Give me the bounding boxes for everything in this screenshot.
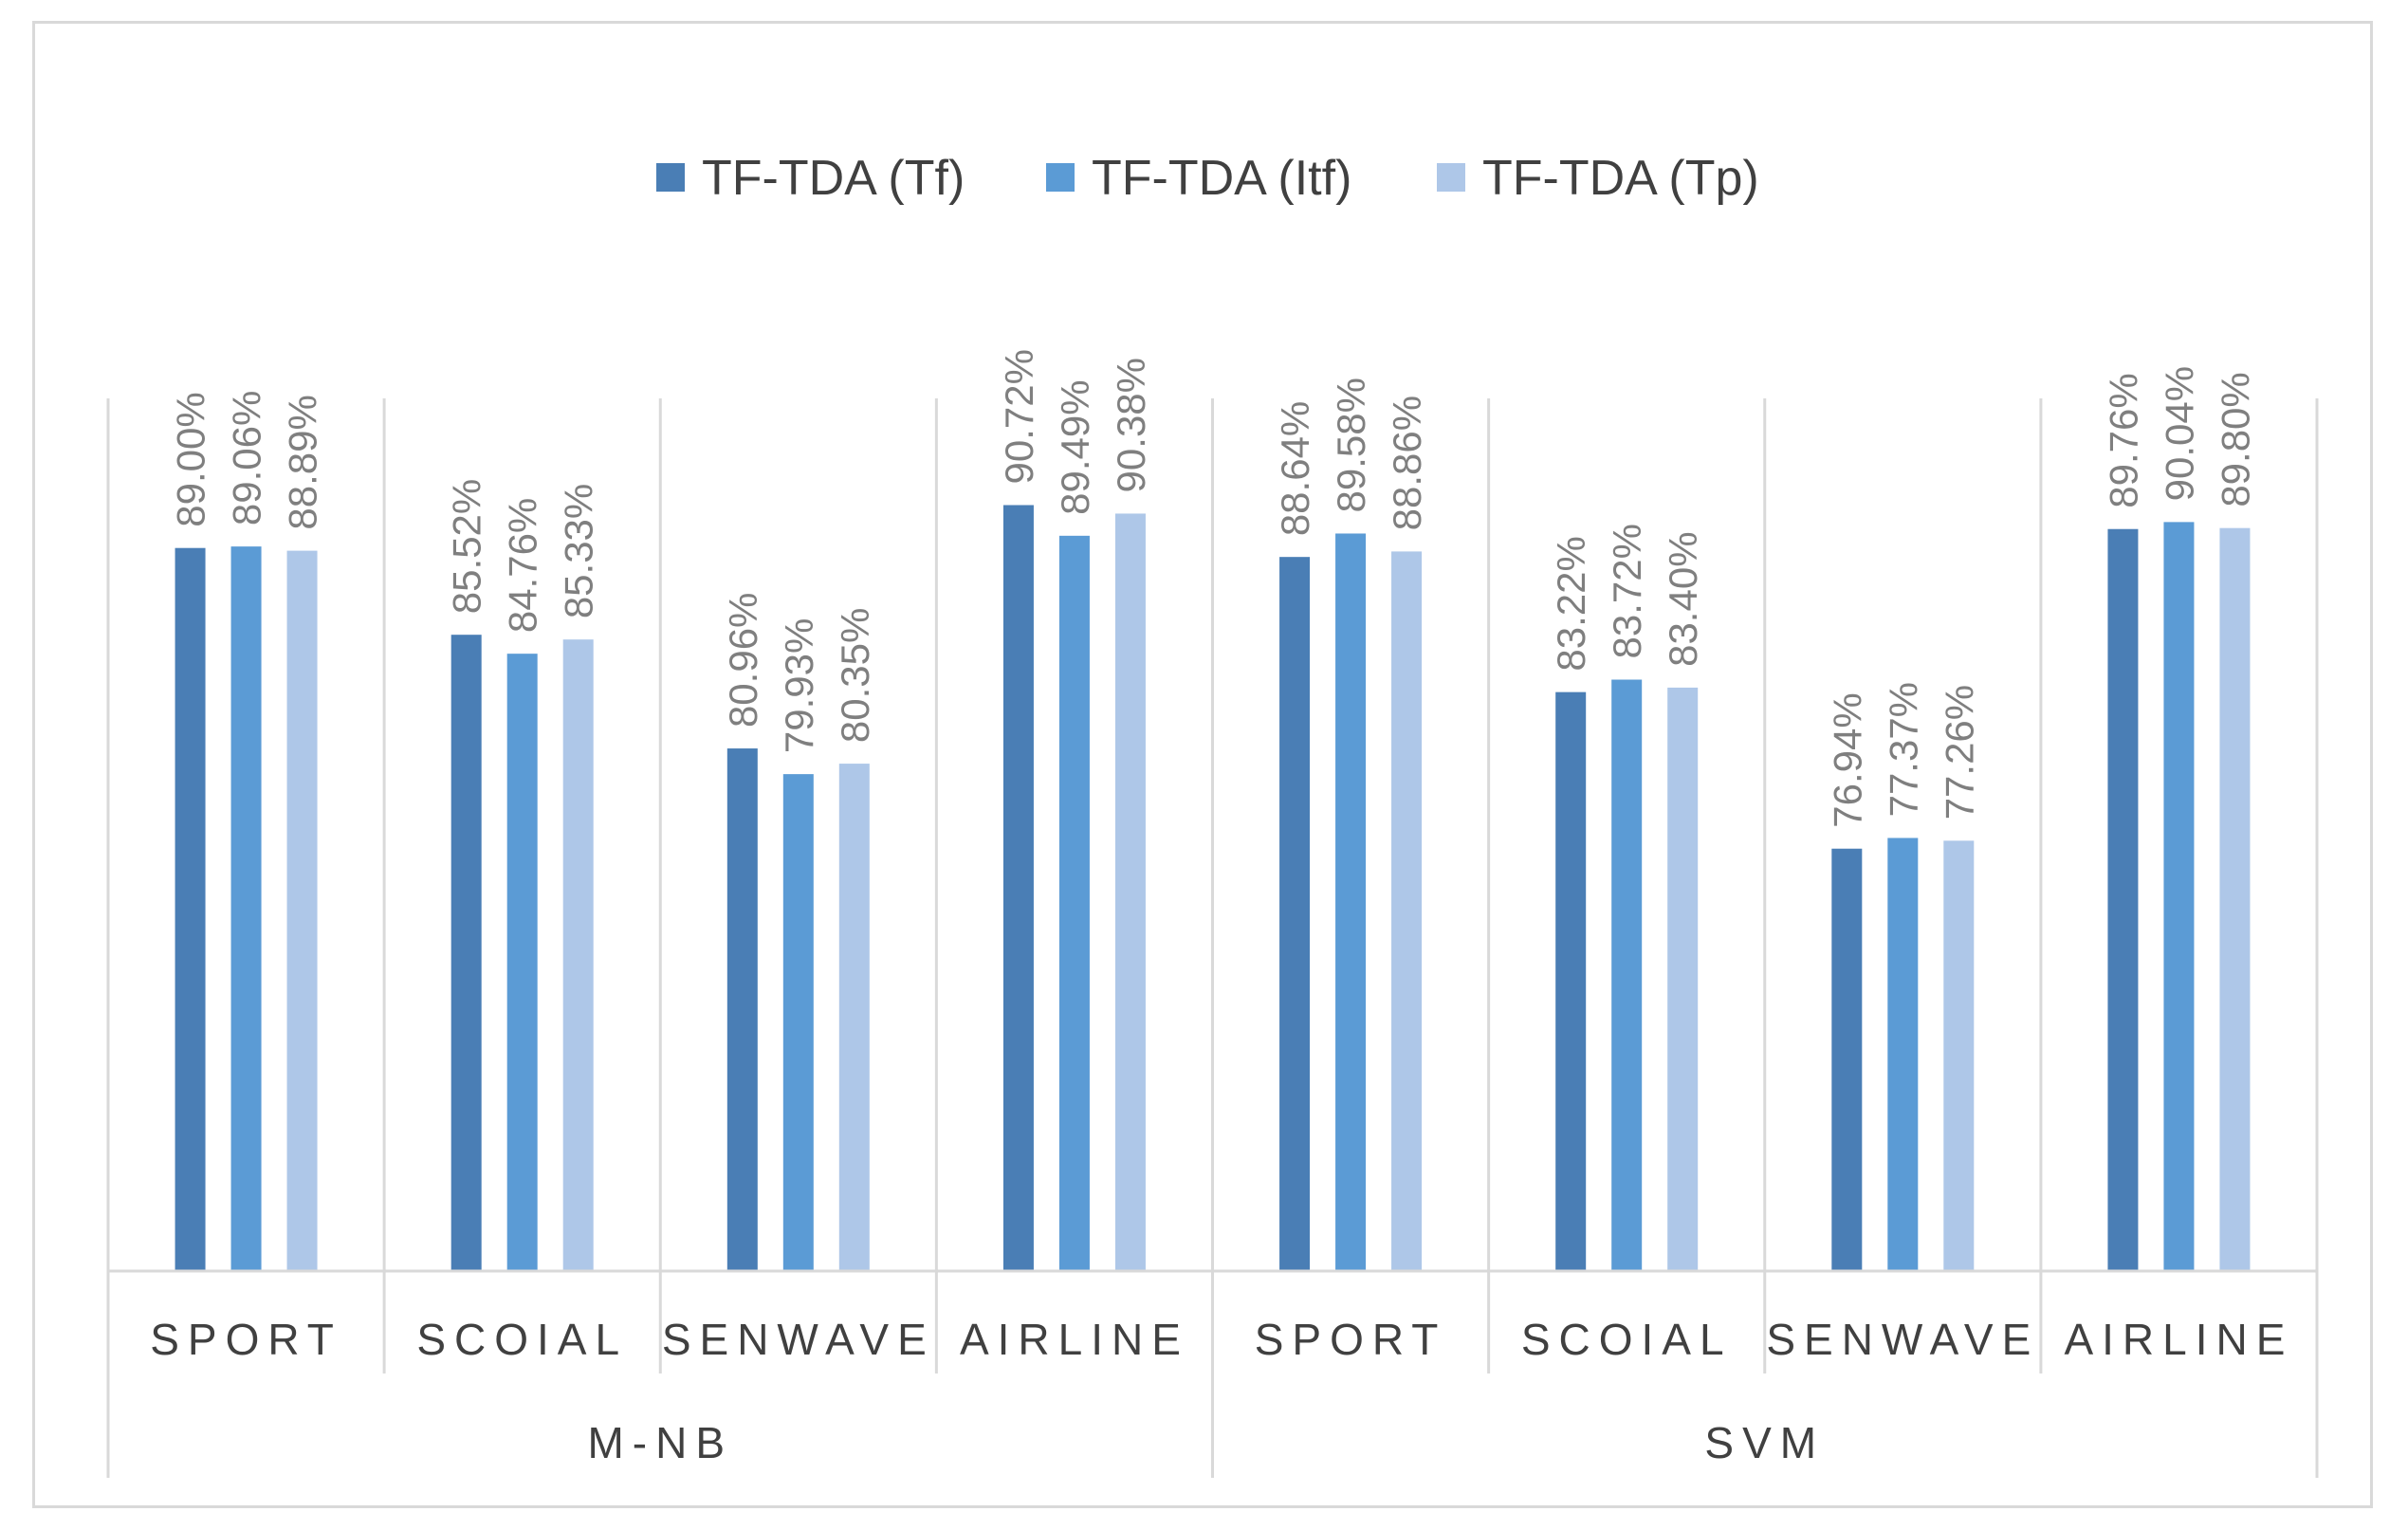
value-label-2-2: 84.76% [501, 498, 545, 633]
bar-1-3 [726, 748, 758, 1271]
value-label-3-2: 85.33% [557, 484, 601, 618]
bar-3-4 [1114, 513, 1146, 1271]
legend-label-1: TF-TDA (Tf) [702, 151, 965, 206]
bar-3-2 [562, 639, 594, 1271]
legend-swatch-2 [1046, 163, 1075, 192]
bar-1-2 [450, 635, 482, 1271]
group-label-1: M-NB [587, 1418, 733, 1467]
bar-1-1 [175, 547, 206, 1271]
value-label-2-8: 90.04% [2157, 366, 2201, 501]
bar-2-8 [2163, 522, 2195, 1271]
value-label-3-6: 83.40% [1661, 531, 1705, 666]
value-label-2-6: 83.72% [1605, 524, 1649, 658]
category-label-3: SENWAVE [662, 1315, 935, 1364]
value-label-2-5: 89.58% [1329, 378, 1373, 512]
category-label-4: AIRLINE [960, 1315, 1189, 1364]
bar-1-8 [2107, 528, 2139, 1271]
value-label-1-8: 89.76% [2101, 373, 2145, 507]
value-label-3-4: 90.38% [1109, 358, 1153, 492]
bar-1-4 [1002, 505, 1034, 1271]
value-label-1-7: 76.94% [1825, 692, 1869, 827]
bar-3-7 [1943, 840, 1975, 1271]
bar-3-1 [286, 550, 318, 1271]
category-label-1: SPORT [150, 1315, 342, 1364]
bar-2-4 [1058, 535, 1090, 1271]
value-labels: 89.00% 85.52% 80.96% 90.72% 88.64% 83.22% 76.9… [169, 349, 2258, 828]
legend-swatch-3 [1437, 163, 1465, 192]
value-label-1-4: 90.72% [997, 349, 1041, 484]
category-label-7: SENWAVE [1766, 1315, 2039, 1364]
bar-1-7 [1831, 848, 1863, 1271]
value-label-2-7: 77.37% [1881, 682, 1925, 817]
bar-2-6 [1611, 679, 1643, 1271]
category-label-6: SCOIAL [1521, 1315, 1733, 1364]
value-label-3-8: 89.80% [2213, 372, 2257, 507]
bar-3-6 [1667, 687, 1699, 1271]
value-label-2-3: 79.93% [777, 618, 821, 753]
bar-3-8 [2219, 527, 2251, 1271]
legend-label-3: TF-TDA (Tp) [1482, 151, 1759, 206]
bar-3-3 [838, 764, 870, 1271]
x-axis: SPORT SCOIAL SENWAVE AIRLINE SPORT SCOIAL SENW… [106, 1269, 2319, 1478]
value-label-3-1: 88.89% [281, 395, 325, 529]
bar-2-7 [1887, 838, 1919, 1271]
chart-frame [32, 21, 2373, 1508]
legend: TF-TDA (Tf) TF-TDA (Itf) TF-TDA (Tp) [656, 151, 1759, 206]
bars [175, 505, 2251, 1271]
category-label-8: AIRLINE [2064, 1315, 2293, 1364]
category-label-2: SCOIAL [416, 1315, 628, 1364]
bar-2-5 [1335, 533, 1367, 1271]
legend-label-2: TF-TDA (Itf) [1092, 151, 1351, 206]
bar-2-2 [506, 654, 538, 1271]
bar-2-1 [230, 546, 262, 1271]
value-label-2-1: 89.06% [225, 391, 269, 525]
value-label-1-3: 80.96% [721, 593, 765, 728]
bar-1-5 [1279, 557, 1311, 1271]
bar-2-3 [782, 774, 814, 1271]
value-label-3-3: 80.35% [833, 608, 877, 743]
value-label-1-1: 89.00% [169, 392, 213, 526]
value-label-2-4: 89.49% [1053, 379, 1097, 514]
value-label-3-5: 88.86% [1385, 396, 1429, 530]
group-label-2: SVM [1704, 1418, 1825, 1467]
value-label-1-2: 85.52% [445, 479, 489, 614]
value-label-1-6: 83.22% [1549, 536, 1593, 671]
category-label-5: SPORT [1255, 1315, 1447, 1364]
value-label-1-5: 88.64% [1273, 401, 1317, 536]
legend-swatch-1 [656, 163, 685, 192]
category-dividers [106, 398, 2319, 1271]
bar-1-6 [1555, 691, 1587, 1271]
value-label-3-7: 77.26% [1937, 685, 1981, 820]
bar-3-5 [1391, 551, 1423, 1271]
